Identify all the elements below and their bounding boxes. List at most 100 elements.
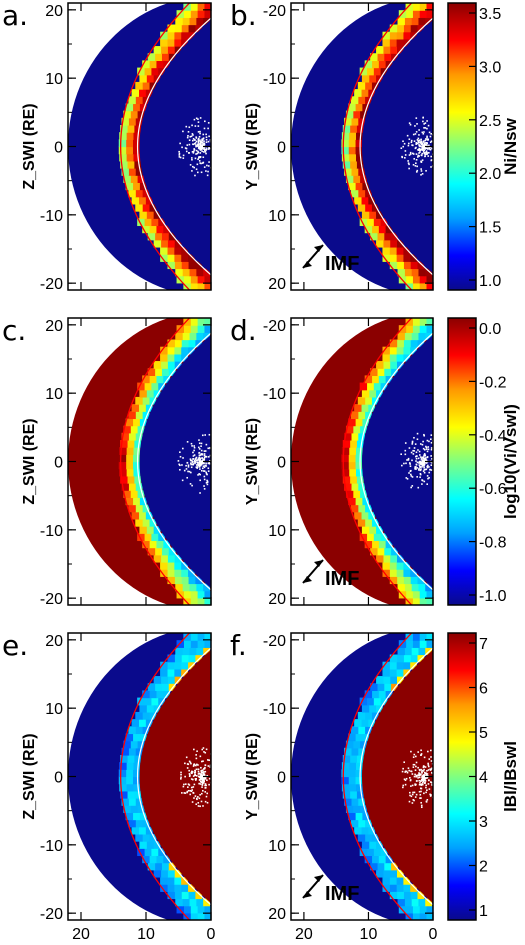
data-point — [187, 152, 190, 154]
heatmap-cell — [350, 726, 359, 735]
data-point — [193, 449, 195, 452]
data-point — [407, 144, 410, 147]
data-point — [208, 777, 211, 780]
heatmap-cell — [187, 661, 195, 670]
heatmap-cell — [174, 46, 182, 54]
data-point — [206, 759, 209, 761]
heatmap-cell — [162, 60, 171, 69]
heatmap-cell — [203, 282, 211, 290]
data-point — [194, 157, 197, 160]
data-point — [424, 766, 427, 768]
heatmap-cell — [348, 468, 357, 477]
data-point — [435, 462, 437, 464]
heatmap-cell — [348, 132, 357, 140]
data-point — [192, 775, 195, 777]
data-point — [202, 774, 204, 777]
data-point — [212, 467, 214, 469]
data-point — [412, 791, 414, 794]
heatmap-cell — [139, 418, 147, 427]
y-tick-label: 20 — [268, 276, 286, 293]
heatmap-cell — [359, 490, 367, 498]
data-point — [202, 148, 204, 150]
data-point — [443, 790, 445, 792]
data-point — [435, 451, 437, 453]
heatmap-cell — [181, 339, 189, 348]
heatmap-cell — [135, 189, 143, 198]
data-point — [421, 464, 424, 467]
data-point — [417, 469, 420, 471]
heatmap-cell — [174, 261, 182, 270]
data-point — [418, 776, 421, 779]
heatmap-cell — [371, 81, 379, 90]
heatmap-cell — [424, 583, 433, 592]
heatmap-cell — [142, 81, 150, 90]
heatmap-cell — [375, 211, 383, 219]
data-point — [422, 470, 425, 472]
data-point — [182, 447, 184, 450]
data-point — [425, 461, 427, 464]
data-point — [187, 464, 190, 466]
heatmap-cell — [356, 754, 364, 763]
heatmap-cell — [361, 841, 370, 849]
imf-arrowhead — [303, 261, 312, 268]
data-point — [202, 151, 205, 153]
data-point — [198, 463, 201, 466]
data-point — [423, 471, 426, 474]
data-point — [418, 144, 420, 146]
heatmap-cell — [132, 776, 140, 785]
heatmap-cell — [143, 533, 152, 542]
data-point — [212, 129, 214, 131]
data-point — [417, 137, 420, 140]
data-point — [418, 783, 421, 786]
data-point — [426, 153, 428, 155]
data-point — [421, 769, 423, 772]
colorbar-1: 3.53.02.52.01.51.0Ni/Nsw — [447, 2, 520, 291]
heatmap-cell — [357, 396, 366, 405]
heatmap-cell — [402, 31, 411, 40]
data-point — [190, 762, 192, 765]
heatmap-cell — [402, 346, 411, 355]
heatmap-cell — [424, 332, 433, 341]
data-point — [203, 140, 205, 143]
heatmap-cell — [160, 31, 168, 40]
data-point — [206, 801, 209, 804]
data-point — [196, 464, 198, 466]
data-point — [420, 174, 422, 176]
heatmap-cell — [354, 89, 362, 97]
heatmap-cell — [412, 633, 420, 641]
data-point — [208, 147, 210, 149]
data-point — [195, 797, 198, 800]
heatmap-cell — [396, 24, 404, 33]
data-point — [199, 780, 202, 783]
heatmap-cell — [416, 261, 425, 270]
heatmap-cell — [180, 561, 188, 570]
data-point — [418, 152, 420, 154]
x-tick-label: 10 — [360, 926, 378, 943]
heatmap-cell — [120, 160, 128, 169]
heatmap-cell — [366, 848, 374, 857]
heatmap-cell — [126, 754, 135, 763]
data-point — [192, 765, 195, 767]
y-tick-label: -20 — [40, 276, 63, 293]
heatmap-cell — [203, 325, 211, 333]
heatmap-cell — [355, 812, 363, 821]
data-point — [214, 441, 216, 443]
data-point — [415, 451, 418, 454]
heatmap-cell — [364, 225, 373, 234]
heatmap-cell — [348, 153, 357, 162]
data-point — [401, 464, 403, 467]
heatmap-cell — [397, 17, 405, 26]
heatmap-cell — [364, 189, 372, 198]
data-point — [427, 477, 429, 480]
heatmap-cell — [404, 647, 412, 656]
heatmap-cell — [190, 318, 198, 326]
heatmap-cell — [142, 396, 150, 405]
data-point — [200, 141, 203, 144]
data-point — [422, 440, 424, 443]
data-point — [207, 467, 210, 470]
data-point — [185, 468, 188, 470]
y-axis-label: Z_SWI (RE) — [21, 103, 38, 189]
data-point — [205, 465, 208, 467]
heatmap-cell — [411, 647, 419, 656]
heatmap-cell — [354, 719, 362, 727]
